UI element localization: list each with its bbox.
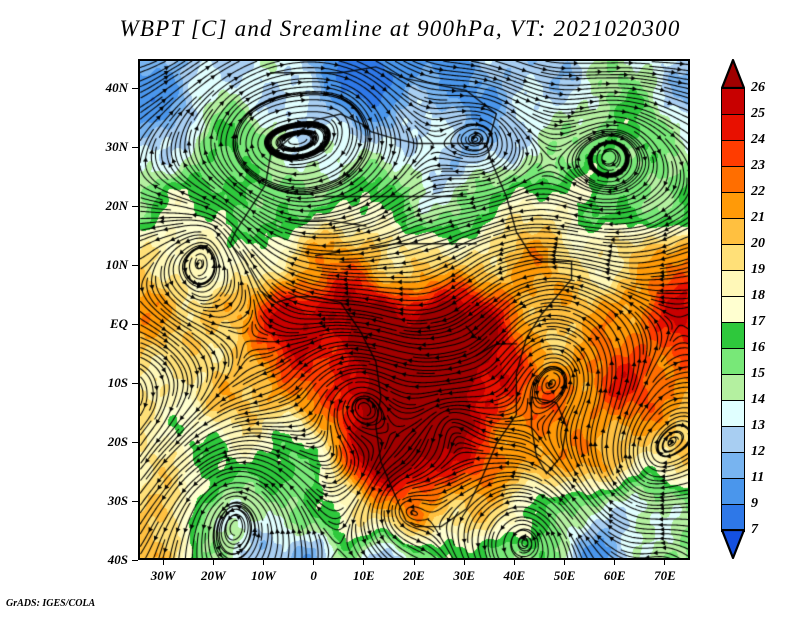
y-tick-mark xyxy=(132,205,138,207)
colorbar-band xyxy=(721,166,745,194)
x-tick-label: 10W xyxy=(251,568,276,583)
y-tick-mark xyxy=(132,382,138,384)
y-tick-label: 20S xyxy=(107,434,128,450)
colorbar-tick-label: 17 xyxy=(751,314,765,329)
x-tick-label: 10E xyxy=(352,568,375,583)
colorbar-band xyxy=(721,114,745,142)
colorbar-band xyxy=(721,504,745,532)
colorbar-band xyxy=(721,452,745,480)
colorbar-band xyxy=(721,400,745,428)
x-tick-label: 20W xyxy=(200,568,226,583)
colorbar-band xyxy=(721,244,745,272)
x-tick-mark xyxy=(162,560,164,565)
colorbar-tick-label: 15 xyxy=(751,366,765,381)
x-tick-label: 20E xyxy=(403,568,425,583)
colorbar-tick-label: 12 xyxy=(751,444,765,459)
colorbar-tick-label: 18 xyxy=(751,288,765,303)
x-tick-mark xyxy=(463,560,465,565)
x-tick-label: 70E xyxy=(654,568,676,583)
colorbar-band xyxy=(721,192,745,220)
colorbar-tick-label: 25 xyxy=(751,106,765,121)
y-tick-label: 20N xyxy=(105,198,128,214)
x-tick-mark xyxy=(313,560,315,565)
colorbar-tick-label: 9 xyxy=(751,496,758,511)
y-tick-label: 30N xyxy=(105,139,128,155)
y-tick-mark xyxy=(132,146,138,148)
colorbar-band xyxy=(721,270,745,298)
colorbar-tick-label: 16 xyxy=(751,340,765,355)
streamline-overlay xyxy=(140,61,688,558)
x-tick-mark xyxy=(212,560,214,565)
y-tick-label: EQ xyxy=(109,316,128,332)
colorbar-band xyxy=(721,374,745,402)
colorbar-tick-label: 19 xyxy=(751,262,765,277)
colorbar-band xyxy=(721,296,745,324)
colorbar-tick-label: 26 xyxy=(751,80,765,95)
colorbar-band xyxy=(721,478,745,506)
y-tick-label: 40S xyxy=(107,552,128,567)
x-tick-label: 30W xyxy=(150,568,176,583)
y-tick-mark xyxy=(132,264,138,266)
colorbar-tick-label: 22 xyxy=(751,184,765,199)
colorbar-tick-label: 11 xyxy=(751,470,765,485)
colorbar-band xyxy=(721,426,745,454)
colorbar-band xyxy=(721,322,745,350)
x-tick-label: 0 xyxy=(310,568,317,583)
x-tick-label: 60E xyxy=(603,568,626,583)
colorbar-tick-label: 20 xyxy=(751,236,765,251)
colorbar-tick-label: 23 xyxy=(751,158,765,173)
x-tick-label: 30E xyxy=(453,568,476,583)
colorbar-band xyxy=(721,348,745,376)
y-tick-label: 10N xyxy=(105,257,128,273)
colorbar-band xyxy=(721,88,745,116)
y-tick-mark xyxy=(132,87,138,89)
x-tick-mark xyxy=(614,560,616,565)
colorbar-tick-label: 13 xyxy=(751,418,765,433)
y-tick-label: 10S xyxy=(107,375,128,391)
map-plot-area xyxy=(138,59,690,560)
x-tick-mark xyxy=(262,560,264,565)
colorbar-band xyxy=(721,140,745,168)
colorbar: 26 25 24 23 22 21 20 19 18 17 16 15 14 13 12 11 9 7 xyxy=(721,80,765,537)
colorbar-arrow-bottom xyxy=(720,528,746,564)
x-tick-label: 50E xyxy=(553,568,576,583)
page-title: WBPT [C] and Sreamline at 900hPa, VT: 20… xyxy=(119,16,681,41)
x-tick-mark xyxy=(564,560,566,565)
colorbar-tick-label: 14 xyxy=(751,392,765,407)
x-tick-mark xyxy=(363,560,365,565)
y-tick-mark xyxy=(132,559,138,561)
x-tick-mark xyxy=(413,560,415,565)
y-tick-mark xyxy=(132,500,138,502)
colorbar-tick-label: 24 xyxy=(751,132,765,147)
y-tick-mark xyxy=(132,441,138,443)
y-tick-mark xyxy=(132,323,138,325)
colorbar-band xyxy=(721,218,745,246)
colorbar-tick-label: 21 xyxy=(751,210,765,225)
x-tick-label: 40E xyxy=(503,568,526,583)
credit-text: GrADS: IGES/COLA xyxy=(6,598,96,609)
x-tick-mark xyxy=(664,560,666,565)
x-tick-mark xyxy=(513,560,515,565)
y-tick-label: 30S xyxy=(107,493,128,509)
colorbar-tick-label: 7 xyxy=(751,522,758,537)
y-tick-label: 40N xyxy=(105,80,128,96)
